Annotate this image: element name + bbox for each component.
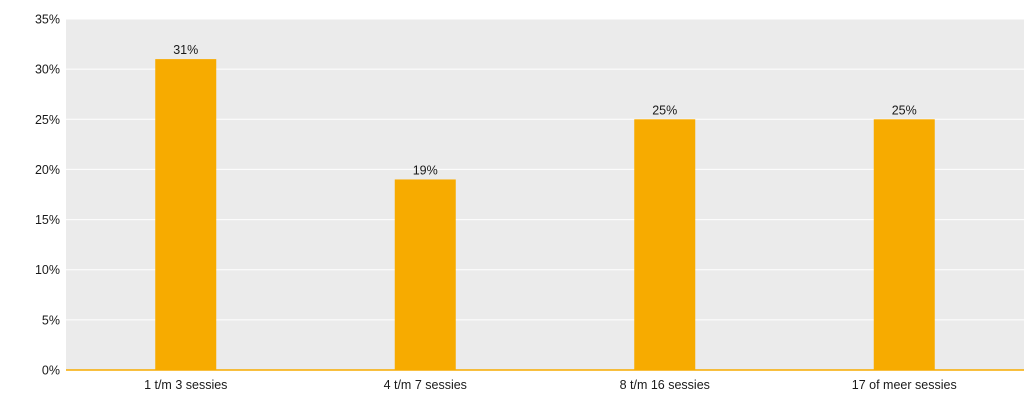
y-tick-label: 0% [42,364,60,378]
y-tick-label: 5% [42,313,60,327]
x-axis: 1 t/m 3 sessies 4 t/m 7 sessies 8 t/m 16 s… [144,378,957,392]
data-label: 19% [413,163,438,177]
x-tick-label: 8 t/m 16 sessies [620,378,710,392]
data-label: 25% [892,103,917,117]
x-tick-label: 17 of meer sessies [852,378,957,392]
y-tick-label: 15% [35,213,60,227]
gridlines [66,18,1024,321]
y-tick-label: 20% [35,163,60,177]
plot-area [66,19,1024,370]
y-tick-label: 30% [35,63,60,77]
bar [634,119,696,371]
y-tick-label: 35% [35,13,60,27]
data-labels: 31% 19% 25% 25% [173,43,917,177]
x-tick-label: 4 t/m 7 sessies [384,378,467,392]
y-tick-label: 10% [35,263,60,277]
y-tick-label: 25% [35,113,60,127]
x-tick-label: 1 t/m 3 sessies [144,378,227,392]
data-label: 31% [173,43,198,57]
data-label: 25% [652,103,677,117]
bar [873,119,935,371]
bars [155,59,935,371]
bar [394,179,456,370]
y-axis: 0% 5% 10% 15% 20% 25% 30% 35% [35,13,60,378]
bar [155,59,217,370]
